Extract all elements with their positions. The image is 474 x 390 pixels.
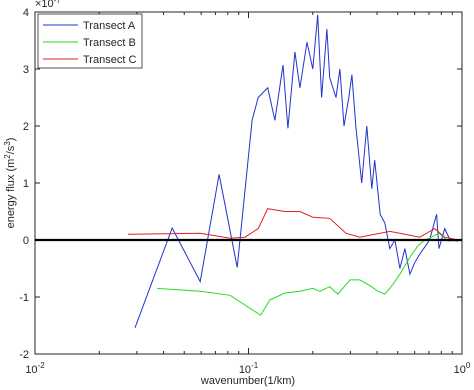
axes-box (34, 11, 463, 355)
x-tick-label: 10-1 (239, 361, 259, 376)
y-axis-label: energy flux (m2/s3) (3, 138, 17, 229)
x-tick-exp: -2 (38, 361, 46, 370)
y-multiplier: ×10-7 (35, 0, 61, 10)
series-line (128, 208, 459, 241)
legend-label: Transect A (83, 20, 136, 32)
x-axis-label: wavenumber(1/km) (200, 375, 295, 387)
x-tick-base: 10 (25, 364, 37, 376)
y-tick-label: 2 (23, 121, 29, 133)
y-tick-label: 3 (23, 64, 29, 76)
y-label-part: ) (5, 138, 17, 142)
y-label-part: 2 (3, 154, 12, 159)
x-tick-exp: -1 (251, 361, 259, 370)
x-tick-base: 10 (239, 364, 251, 376)
legend-label: Transect B (83, 37, 136, 49)
series-line (134, 14, 459, 328)
y-tick-label: 1 (23, 178, 29, 190)
y-label-part: energy flux (m (5, 159, 17, 229)
y-tick-label: 4 (23, 7, 29, 19)
y-label-part: /s (5, 145, 17, 154)
y-tick-label: -1 (19, 292, 29, 304)
plot-area (35, 12, 462, 354)
y-label-part: 3 (3, 141, 12, 146)
legend-label: Transect C (83, 54, 136, 66)
x-tick-base: 10 (454, 364, 466, 376)
x-tick-label: 10-2 (25, 361, 45, 376)
y-tick-label: -2 (19, 349, 29, 361)
y-tick-label: 0 (23, 235, 29, 247)
x-tick-exp: 0 (466, 361, 471, 370)
x-tick-label: 100 (454, 361, 471, 376)
